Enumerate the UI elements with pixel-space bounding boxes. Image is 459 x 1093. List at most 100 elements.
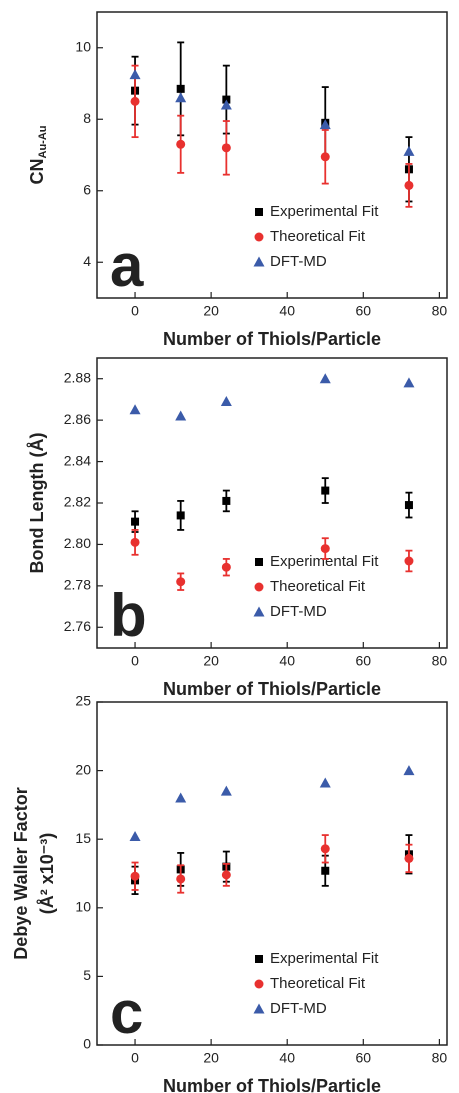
legend-marker	[254, 979, 264, 989]
panel-label: a	[110, 232, 144, 299]
data-point	[319, 119, 331, 130]
y-tick-label: 0	[83, 1036, 91, 1052]
data-point	[176, 874, 186, 884]
data-point	[321, 866, 330, 875]
data-point	[319, 373, 331, 384]
y-tick-label: 2.88	[64, 369, 91, 385]
x-tick-label: 0	[131, 303, 139, 319]
y-tick-label: 15	[75, 830, 91, 846]
panel-label: b	[110, 582, 147, 649]
x-axis-label: Number of Thiols/Particle	[163, 679, 381, 699]
y-tick-label: 25	[75, 693, 91, 709]
data-point	[320, 544, 330, 554]
data-point	[220, 99, 232, 110]
x-tick-label: 40	[279, 653, 295, 669]
legend-label: Experimental Fit	[270, 553, 379, 570]
x-tick-label: 60	[356, 653, 372, 669]
x-tick-label: 80	[432, 653, 448, 669]
data-point	[129, 404, 141, 415]
x-tick-label: 0	[131, 653, 139, 669]
data-point	[130, 96, 140, 106]
legend-marker	[254, 582, 264, 592]
y-tick-label: 10	[75, 38, 91, 54]
data-point	[130, 871, 140, 881]
x-tick-label: 80	[432, 1050, 448, 1066]
y-axis-label-sub: Au-Au	[37, 126, 49, 159]
legend-label: DFT-MD	[270, 603, 327, 620]
data-point	[176, 139, 186, 149]
x-tick-label: 20	[203, 653, 219, 669]
legend-label: Experimental Fit	[270, 950, 379, 967]
x-tick-label: 40	[279, 303, 295, 319]
data-point	[176, 577, 186, 587]
y-tick-label: 2.76	[64, 618, 91, 634]
legend-label: DFT-MD	[270, 253, 327, 270]
x-tick-label: 60	[356, 303, 372, 319]
data-point	[319, 777, 331, 788]
plot-frame	[96, 11, 448, 299]
y-tick-label: 10	[75, 899, 91, 915]
data-point	[175, 410, 187, 421]
y-axis-label: CNAu-Au	[27, 126, 49, 185]
data-point	[176, 84, 185, 93]
legend-marker	[253, 606, 265, 617]
legend-marker	[253, 256, 265, 267]
data-point	[403, 765, 415, 776]
y-tick-label: 5	[83, 967, 91, 983]
x-axis-label: Number of Thiols/Particle	[163, 1076, 381, 1093]
y-axis-label: (Å² x10⁻³)	[37, 833, 57, 915]
data-point	[403, 377, 415, 388]
data-point	[404, 501, 413, 510]
legend-label: Theoretical Fit	[270, 975, 366, 992]
data-point	[404, 180, 414, 190]
legend-label: Experimental Fit	[270, 203, 379, 220]
data-point	[404, 556, 414, 566]
data-point	[220, 785, 232, 796]
y-axis-label-main: CN	[27, 159, 47, 185]
x-tick-label: 0	[131, 1050, 139, 1066]
legend-marker	[255, 208, 263, 216]
x-tick-label: 20	[203, 303, 219, 319]
data-point	[175, 92, 187, 103]
y-axis-label: Bond Length (Å)	[27, 433, 47, 574]
y-tick-label: 4	[83, 253, 91, 269]
data-point	[403, 145, 415, 156]
y-tick-label: 2.80	[64, 535, 91, 551]
y-tick-label: 2.82	[64, 494, 91, 510]
y-axis-label: Debye Waller Factor	[11, 787, 31, 959]
data-point	[131, 517, 140, 526]
legend-label: Theoretical Fit	[270, 578, 366, 595]
data-point	[221, 870, 231, 880]
legend-marker	[254, 232, 264, 242]
legend-marker	[255, 955, 263, 963]
data-point	[320, 152, 330, 162]
y-tick-label: 20	[75, 761, 91, 777]
y-axis-label-main: Bond Length (Å)	[27, 433, 47, 574]
y-tick-label: 2.86	[64, 411, 91, 427]
x-tick-label: 20	[203, 1050, 219, 1066]
panel-label: c	[110, 979, 143, 1046]
y-tick-label: 2.84	[64, 452, 91, 468]
legend-label: DFT-MD	[270, 1000, 327, 1017]
legend-marker	[255, 558, 263, 566]
y-tick-label: 6	[83, 181, 91, 197]
y-tick-label: 8	[83, 110, 91, 126]
data-point	[321, 486, 330, 495]
data-point	[221, 143, 231, 153]
x-tick-label: 80	[432, 303, 448, 319]
plot-frame	[96, 701, 448, 1046]
data-point	[129, 69, 141, 80]
x-tick-label: 40	[279, 1050, 295, 1066]
data-point	[221, 562, 231, 572]
x-tick-label: 60	[356, 1050, 372, 1066]
data-point	[130, 537, 140, 547]
x-axis-label: Number of Thiols/Particle	[163, 329, 381, 349]
data-point	[220, 396, 232, 406]
data-point	[176, 511, 185, 520]
data-point	[222, 496, 231, 505]
data-point	[129, 830, 141, 841]
legend-label: Theoretical Fit	[270, 228, 366, 245]
data-point	[175, 792, 187, 803]
data-point	[320, 844, 330, 854]
